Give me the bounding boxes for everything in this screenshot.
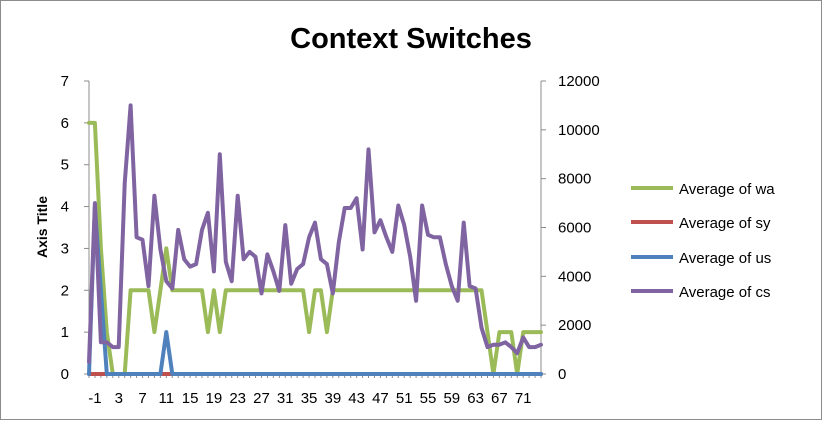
series-line-average-of-us: [87, 204, 543, 376]
series-line-average-of-wa: [87, 120, 543, 376]
x-tick-label: 23: [229, 390, 246, 407]
y-tick-label: 2: [61, 282, 69, 299]
series-lines: [87, 103, 543, 376]
x-tick-label: 35: [301, 390, 318, 407]
y2-tick-label: 6000: [558, 220, 591, 237]
x-tick-label: 3: [115, 390, 123, 407]
x-tick-label: 63: [467, 390, 484, 407]
series-line-average-of-cs: [87, 103, 543, 364]
y-axis-title: Axis Title: [34, 196, 50, 258]
legend-label: Average of cs: [679, 284, 770, 301]
y2-tick-label: 0: [558, 366, 566, 383]
x-tick-label: 71: [515, 390, 532, 407]
x-tick-label: 51: [396, 390, 413, 407]
y-tick-label: 1: [61, 324, 69, 341]
legend-label: Average of wa: [679, 181, 775, 198]
x-tick-label: 11: [159, 390, 175, 407]
x-tick-label: 19: [206, 390, 223, 407]
legend-label: Average of sy: [679, 215, 771, 232]
legend: Average of wa Average of sy Average of us A…: [631, 181, 775, 301]
y2-tick-label: 8000: [558, 171, 591, 188]
y-tick-label: 7: [61, 73, 69, 90]
y-tick-label: 4: [61, 199, 69, 216]
y-tick-label: 5: [61, 157, 69, 174]
x-tick-label: 31: [277, 390, 294, 407]
y2-tick-label: 12000: [558, 73, 600, 90]
y2-tick-label: 2000: [558, 317, 591, 334]
chart-title: Context Switches: [290, 23, 532, 55]
x-tick-label: 43: [348, 390, 365, 407]
x-tick-label: 27: [253, 390, 270, 407]
y-tick-label: 6: [61, 115, 69, 132]
x-tick-label: 15: [182, 390, 199, 407]
x-tick-label: 7: [138, 390, 146, 407]
y2-tick-label: 10000: [558, 122, 600, 139]
x-tick-label: 55: [420, 390, 437, 407]
x-tick-label: -1: [88, 390, 101, 407]
y2-tick-label: 4000: [558, 268, 591, 285]
y-tick-label: 0: [61, 366, 69, 383]
x-tick-label: 39: [324, 390, 341, 407]
x-tick-label: 47: [372, 390, 389, 407]
legend-label: Average of us: [679, 250, 771, 267]
x-tick-label: 67: [491, 390, 508, 407]
y-tick-label: 3: [61, 240, 69, 257]
x-tick-label: 59: [443, 390, 460, 407]
